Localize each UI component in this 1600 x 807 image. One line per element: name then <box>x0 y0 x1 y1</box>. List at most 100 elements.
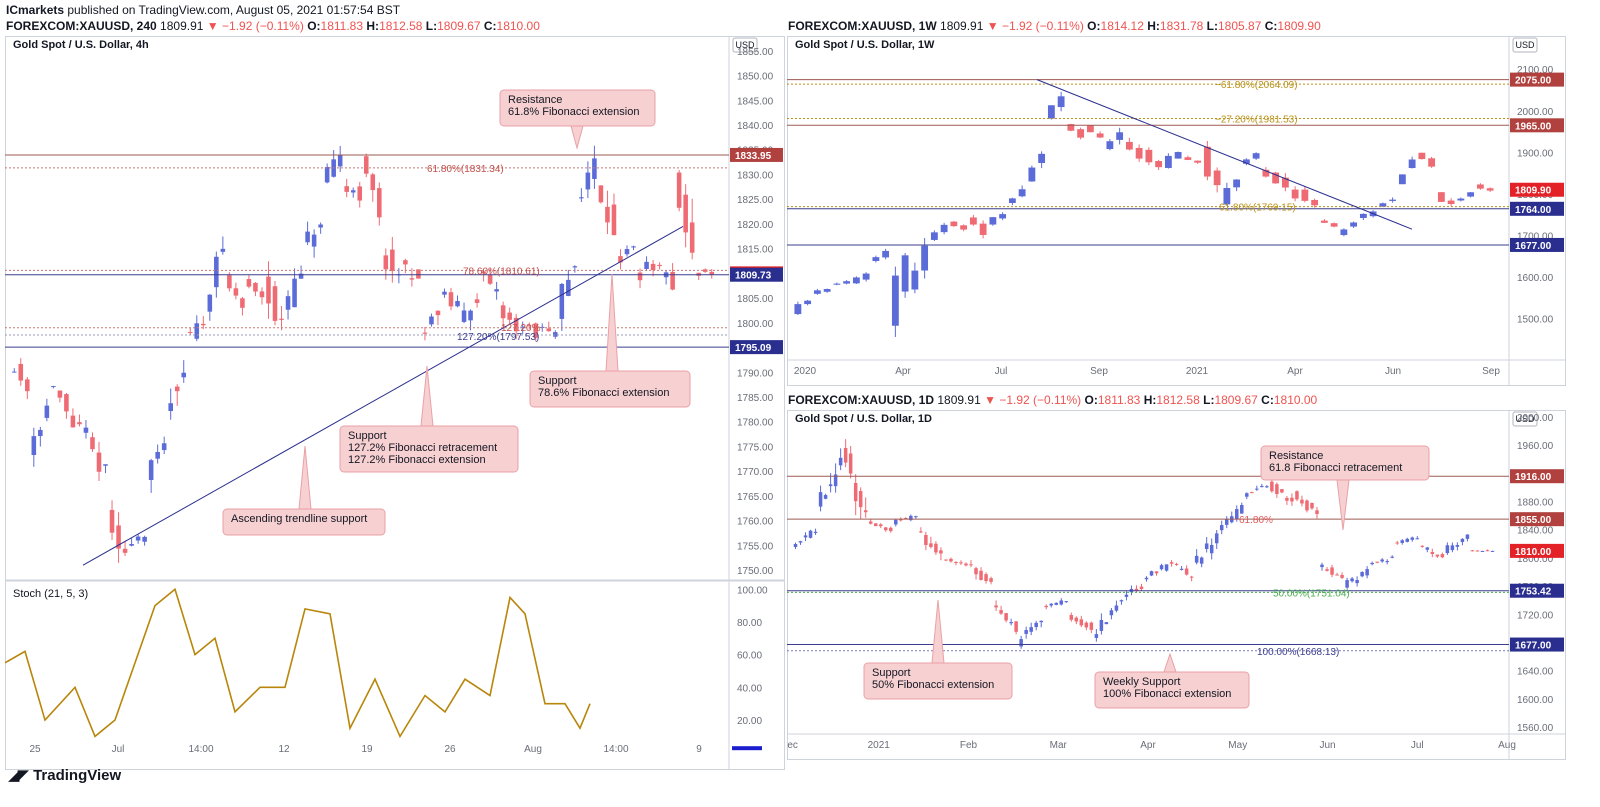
candle-body <box>1410 537 1415 540</box>
y-tick-label: 1805.00 <box>737 294 774 305</box>
y-tick-label: 1500.00 <box>1517 314 1554 325</box>
candle-body <box>468 310 473 321</box>
candle-body <box>1440 554 1445 558</box>
price-tag-label: 1795.09 <box>735 343 772 354</box>
header-1w: FOREXCOM:XAUUSD, 1W 1809.91 ▼ −1.92 (−0.… <box>788 19 1321 33</box>
candle-body <box>999 214 1007 219</box>
candle-body <box>1233 179 1241 188</box>
candle-body <box>533 323 539 338</box>
candle-body <box>1124 594 1129 597</box>
y-tick-label: 1785.00 <box>737 393 774 404</box>
candle-body <box>1255 488 1259 490</box>
candle-body <box>44 405 50 418</box>
y-tick-label: 2100.00 <box>1517 65 1554 76</box>
candle-body <box>1365 569 1369 576</box>
stoch-label: Stoch (21, 5, 3) <box>13 588 88 600</box>
y-tick-label: 1560.00 <box>1517 723 1554 734</box>
candle-body <box>644 261 649 269</box>
candle-body <box>950 221 958 227</box>
candle-body <box>843 281 851 284</box>
candle-body <box>1038 153 1046 163</box>
candle-body <box>285 296 291 310</box>
candle-body <box>507 312 512 320</box>
candle-body <box>1054 602 1059 605</box>
candle-body <box>1086 125 1094 133</box>
y-tick-label: 1815.00 <box>737 245 774 256</box>
candle-body <box>1415 538 1420 540</box>
candle-body <box>914 516 918 518</box>
y-tick-label: 2000.00 <box>1517 107 1554 118</box>
candle-body <box>689 222 695 253</box>
candle-body <box>611 204 617 236</box>
candle-body <box>1154 571 1159 574</box>
candle-body <box>1209 544 1214 554</box>
price-tag-support <box>1510 637 1564 652</box>
x-tick-label: Jun <box>1319 740 1335 751</box>
close-1w: 1809.90 <box>1277 19 1321 33</box>
candle-body <box>1174 152 1182 159</box>
panel-title: Gold Spot / U.S. Dollar, 1W <box>795 39 935 51</box>
candle-body <box>403 260 408 265</box>
y-tick-label: 1790.00 <box>737 368 774 379</box>
candle-body <box>187 331 193 333</box>
candle-body <box>1084 622 1089 628</box>
candle-body <box>1079 619 1084 626</box>
candle-body <box>435 310 441 316</box>
candle-body <box>1320 564 1324 568</box>
candle-body <box>122 548 128 553</box>
descending-trendline <box>1036 79 1413 230</box>
chart-1w[interactable]: Gold Spot / U.S. Dollar, 1W USD 2100.00 200… <box>787 36 1566 386</box>
y-tick-label: 1830.00 <box>737 170 774 181</box>
candle-body <box>676 172 682 208</box>
candle-body <box>930 232 938 240</box>
callout-box <box>1094 671 1250 709</box>
candle-body <box>1340 229 1348 236</box>
candles <box>794 91 1494 337</box>
callout-line: Support <box>348 430 387 442</box>
candle-body <box>1067 124 1075 131</box>
candle-body <box>1064 601 1069 603</box>
candle-body <box>25 379 30 392</box>
x-tick-label: May <box>1228 740 1247 751</box>
candle-body <box>181 372 187 378</box>
candle-body <box>1291 189 1299 199</box>
candle-body <box>1398 174 1406 185</box>
candle-body <box>422 332 428 334</box>
candle-body <box>109 509 115 533</box>
candle-body <box>1074 617 1079 622</box>
candle-body <box>901 255 909 292</box>
candle-body <box>585 172 591 190</box>
y-tick-label: 1640.00 <box>1517 667 1554 678</box>
candle-body <box>1203 146 1211 177</box>
callout-pointer <box>420 365 434 427</box>
candle-body <box>357 186 363 201</box>
x-tick-label: 2021 <box>868 740 891 751</box>
candle-body <box>161 443 167 451</box>
candle-body <box>266 276 271 304</box>
high-4h: 1812.58 <box>379 19 423 33</box>
candle-body <box>899 519 903 521</box>
candle-body <box>64 394 69 412</box>
candle-body <box>194 323 200 339</box>
candle-body <box>1389 199 1397 201</box>
stoch-y-tick: 80.00 <box>737 618 762 629</box>
candle-body <box>1408 159 1416 169</box>
candle-body <box>1385 561 1389 563</box>
header-1d: FOREXCOM:XAUUSD, 1D 1809.91 ▼ −1.92 (−0.… <box>788 393 1318 407</box>
candle-body <box>929 543 933 548</box>
candle-body <box>318 224 323 228</box>
candle-body <box>1094 634 1099 638</box>
callout-line: Resistance <box>1269 450 1323 462</box>
candle-body <box>1480 550 1485 552</box>
candle-body <box>135 536 141 541</box>
low-1w: 1805.87 <box>1217 19 1262 33</box>
candle-body <box>944 559 948 561</box>
candle-body <box>103 464 108 466</box>
candle-body <box>1018 189 1026 197</box>
callout-pointer <box>1163 652 1177 673</box>
candle-body <box>240 298 245 308</box>
x-tick-label: Aug <box>524 744 542 755</box>
candle-body <box>11 371 17 373</box>
